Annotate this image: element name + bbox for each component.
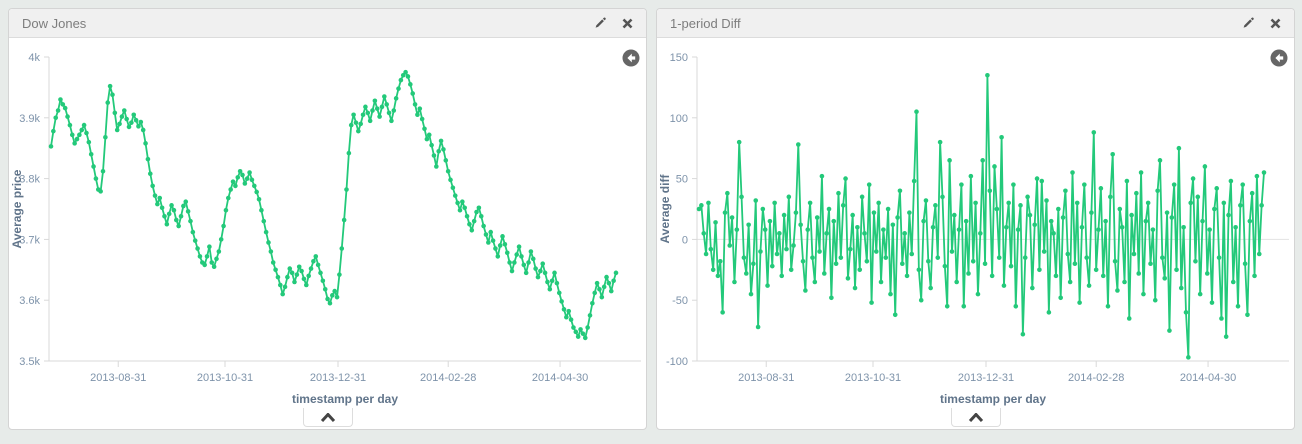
circle-back-arrow-icon bbox=[622, 49, 640, 70]
svg-text:2013-10-31: 2013-10-31 bbox=[197, 372, 253, 384]
svg-text:3.6k: 3.6k bbox=[19, 295, 40, 307]
chevron-up-icon bbox=[967, 410, 985, 425]
svg-text:2013-10-31: 2013-10-31 bbox=[845, 372, 901, 384]
svg-text:100: 100 bbox=[670, 113, 688, 125]
close-button[interactable] bbox=[622, 18, 633, 29]
circle-back-arrow-icon bbox=[1270, 49, 1288, 70]
panel-header[interactable]: 1-period Diff bbox=[657, 9, 1294, 38]
chart-area: 4k 3.9k 3.8k 3.7k 3.6k 3.5k 2013-08-31 2013-10-… bbox=[9, 38, 646, 429]
svg-text:2013-08-31: 2013-08-31 bbox=[90, 372, 146, 384]
panel-1-period-diff: 1-period Diff bbox=[656, 8, 1295, 430]
pencil-icon bbox=[1241, 17, 1255, 33]
svg-text:2014-02-28: 2014-02-28 bbox=[1068, 372, 1124, 384]
close-button[interactable] bbox=[1270, 18, 1281, 29]
svg-text:-50: -50 bbox=[672, 295, 688, 307]
one-period-diff-chart[interactable]: 150 100 50 0 -50 -100 2013-08-31 2013-10-31 2013… bbox=[657, 38, 1294, 429]
svg-text:2014-04-30: 2014-04-30 bbox=[1180, 372, 1236, 384]
spy-toggle-button[interactable] bbox=[302, 408, 353, 427]
dow-jones-chart[interactable]: 4k 3.9k 3.8k 3.7k 3.6k 3.5k 2013-08-31 2013-10-… bbox=[9, 38, 646, 429]
svg-text:150: 150 bbox=[670, 52, 688, 64]
svg-text:4k: 4k bbox=[28, 52, 40, 64]
edit-button[interactable] bbox=[1241, 16, 1255, 30]
svg-text:3.5k: 3.5k bbox=[19, 356, 40, 368]
history-back-button[interactable] bbox=[1270, 49, 1288, 67]
panel-title: Dow Jones bbox=[22, 15, 87, 31]
svg-text:2013-12-31: 2013-12-31 bbox=[958, 372, 1014, 384]
svg-text:3.7k: 3.7k bbox=[19, 234, 40, 246]
spy-toggle-button[interactable] bbox=[950, 408, 1001, 427]
panel-dow-jones: Dow Jones bbox=[8, 8, 647, 430]
panel-header[interactable]: Dow Jones bbox=[9, 9, 646, 38]
chart-area: 150 100 50 0 -50 -100 2013-08-31 2013-10-31 2013… bbox=[657, 38, 1294, 429]
history-back-button[interactable] bbox=[622, 49, 640, 67]
svg-text:-100: -100 bbox=[666, 356, 688, 368]
close-icon bbox=[1270, 17, 1281, 32]
svg-text:2013-12-31: 2013-12-31 bbox=[310, 372, 366, 384]
panel-title: 1-period Diff bbox=[670, 15, 741, 31]
svg-text:2013-08-31: 2013-08-31 bbox=[738, 372, 794, 384]
svg-text:timestamp per day: timestamp per day bbox=[292, 392, 398, 406]
svg-text:0: 0 bbox=[682, 234, 688, 246]
svg-text:2014-02-28: 2014-02-28 bbox=[420, 372, 476, 384]
svg-text:Average diff: Average diff bbox=[658, 174, 672, 244]
svg-text:50: 50 bbox=[676, 174, 688, 186]
pencil-icon bbox=[593, 17, 607, 33]
svg-text:Average price: Average price bbox=[10, 169, 24, 248]
svg-text:2014-04-30: 2014-04-30 bbox=[532, 372, 588, 384]
close-icon bbox=[622, 17, 633, 32]
svg-text:3.9k: 3.9k bbox=[19, 113, 40, 125]
edit-button[interactable] bbox=[593, 16, 607, 30]
svg-text:timestamp per day: timestamp per day bbox=[940, 392, 1046, 406]
svg-text:3.8k: 3.8k bbox=[19, 174, 40, 186]
chevron-up-icon bbox=[319, 410, 337, 425]
